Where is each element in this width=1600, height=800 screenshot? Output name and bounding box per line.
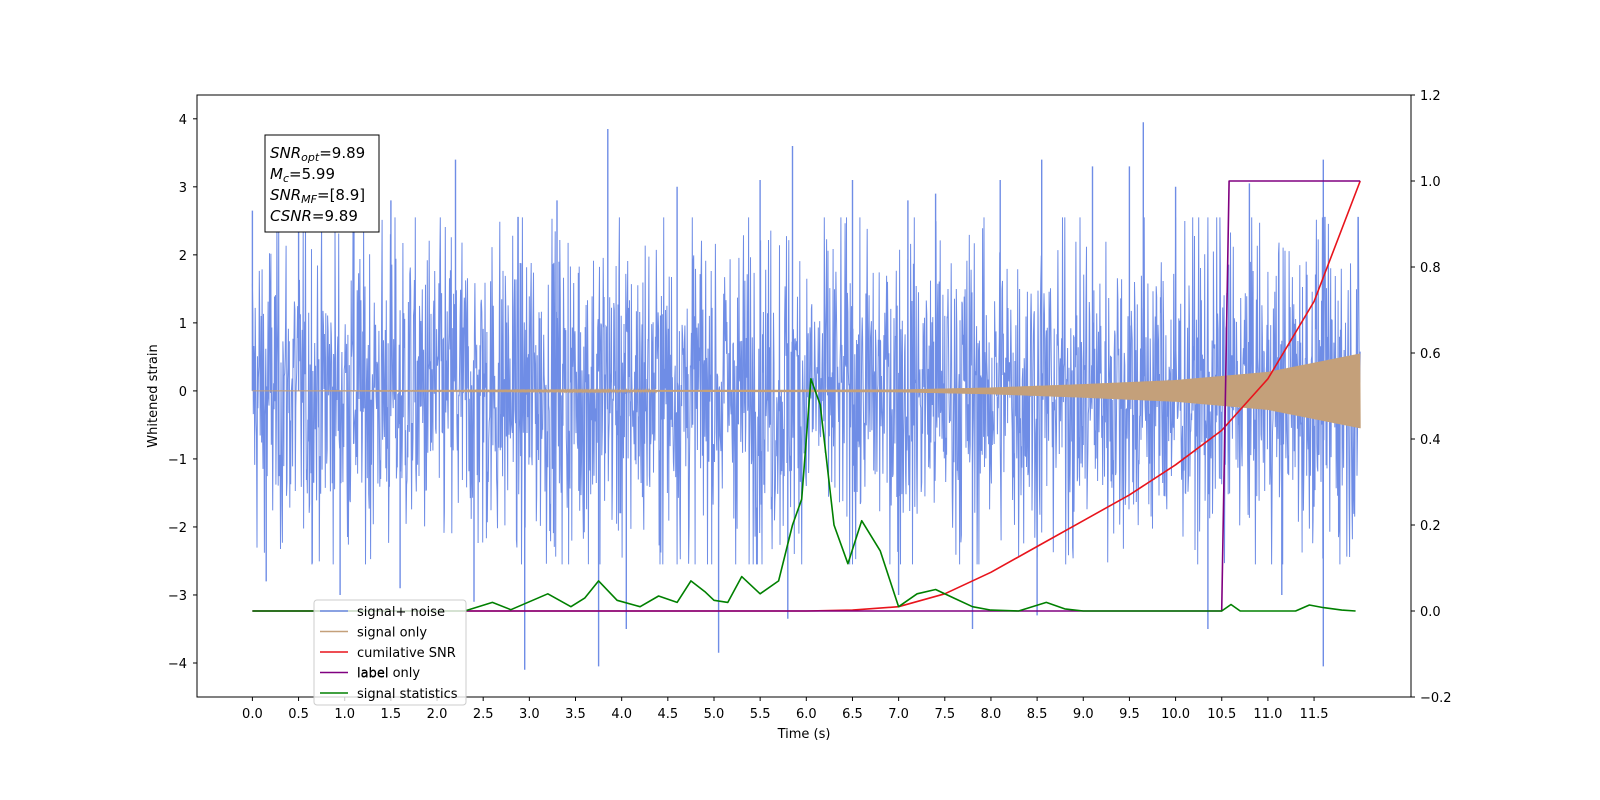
y2-tick-label: 0.8: [1420, 261, 1441, 276]
y2-tick-label: 1.2: [1420, 89, 1441, 104]
annotation-subscript: MF: [301, 193, 317, 206]
y-tick-label: 2: [179, 249, 187, 264]
x-tick-label: 6.0: [796, 707, 817, 722]
legend-ghost-label: label only: [357, 666, 420, 681]
annotation-subscript: c: [283, 172, 289, 185]
y2-tick-label: 0.4: [1420, 433, 1441, 448]
y2-tick-label: 1.0: [1420, 175, 1441, 190]
y-tick-label: 3: [179, 181, 187, 196]
x-tick-label: 6.5: [842, 707, 863, 722]
y-tick-label: −3: [168, 589, 187, 604]
x-tick-label: 4.0: [611, 707, 632, 722]
x-tick-label: 7.5: [934, 707, 955, 722]
x-tick-label: 2.5: [473, 707, 494, 722]
y-tick-label: −2: [168, 521, 187, 536]
legend-label: signal statistics: [357, 687, 458, 702]
annotation-box: [264, 134, 380, 233]
annotation-value: =[8.9]: [317, 186, 365, 204]
y-tick-label: 1: [179, 317, 187, 332]
x-tick-label: 7.0: [888, 707, 909, 722]
annotation-subscript: opt: [301, 151, 320, 164]
legend-box: [313, 599, 467, 706]
y-axis-ticks: 4 3 2 1 0 −1 −2 −3 −4: [168, 113, 197, 672]
y2-tick-label: −0.2: [1420, 691, 1452, 706]
x-tick-label: 9.0: [1073, 707, 1094, 722]
annotation-value: =9.89: [312, 207, 358, 225]
x-tick-label: 8.0: [981, 707, 1002, 722]
x-axis-ticks: 0.0 0.5 1.0 1.5 2.0 2.5 3.0 3.5 4.0 4.5 5.0 5.5 6.0 6…: [242, 697, 1329, 722]
x-tick-label: 0.0: [242, 707, 263, 722]
x-tick-label: 11.0: [1253, 707, 1282, 722]
legend-label: signal+ noise: [357, 605, 445, 620]
y-axis-label: Whitened strain: [146, 344, 161, 447]
series-layer: [251, 122, 1361, 670]
y2-tick-label: 0.6: [1420, 347, 1441, 362]
x-tick-label: 1.5: [381, 707, 402, 722]
series-cumilative-snr: [252, 180, 1361, 612]
x-tick-label: 10.0: [1161, 707, 1190, 722]
y-tick-label: 4: [179, 113, 187, 128]
series-signal-statistics: [252, 378, 1356, 612]
x-tick-label: 0.5: [288, 707, 309, 722]
annotation-line: CSNR=9.89: [270, 207, 358, 225]
annotation-symbol: SNR: [270, 144, 301, 162]
y-tick-label: 0: [179, 385, 187, 400]
annotation-value: =9.89: [319, 144, 365, 162]
y-tick-label: −1: [168, 453, 187, 468]
x-tick-label: 4.5: [657, 707, 678, 722]
x-tick-label: 10.5: [1207, 707, 1236, 722]
annotation-line: SNRopt=9.89: [270, 144, 365, 164]
x-tick-label: 3.5: [565, 707, 586, 722]
x-tick-label: 5.0: [704, 707, 725, 722]
plot-frame: [196, 94, 1412, 698]
annotation-line: SNRMF=[8.9]: [270, 186, 365, 206]
annotation-symbol: CSNR: [270, 207, 312, 225]
y2-axis-ticks: 1.2 1.0 0.8 0.6 0.4 0.2 0.0 −0.2: [1411, 89, 1452, 706]
annotation-symbol: SNR: [270, 186, 301, 204]
series-label: [252, 180, 1361, 612]
x-tick-label: 5.5: [750, 707, 771, 722]
annotation-line: Mc=5.99: [270, 165, 335, 185]
legend-label: signal only: [357, 626, 427, 641]
y2-tick-label: 0.0: [1420, 605, 1441, 620]
legend-label: cumilative SNR: [357, 646, 456, 661]
legend-label: label: [357, 667, 388, 682]
x-axis-label: Time (s): [777, 727, 831, 742]
x-tick-label: 3.0: [519, 707, 540, 722]
y2-tick-label: 0.2: [1420, 519, 1441, 534]
annotation-symbol: M: [270, 165, 283, 183]
x-tick-label: 2.0: [427, 707, 448, 722]
x-tick-label: 8.5: [1027, 707, 1048, 722]
series-signal-only: [252, 353, 1361, 429]
y-tick-label: −4: [168, 657, 187, 672]
x-tick-label: 11.5: [1300, 707, 1329, 722]
annotation-value: =5.99: [289, 165, 335, 183]
x-tick-label: 9.5: [1119, 707, 1140, 722]
legend: label only signal+ noise signal only cumil…: [313, 599, 467, 706]
x-tick-label: 1.0: [334, 707, 355, 722]
series-signal-noise-spikes: [251, 122, 1324, 670]
